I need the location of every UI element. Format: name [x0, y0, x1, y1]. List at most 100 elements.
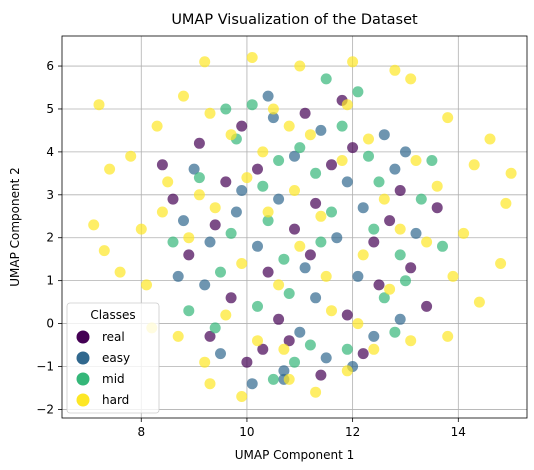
scatter-point-mid [378, 292, 390, 304]
scatter-point-hard [310, 386, 322, 398]
scatter-point-mid [426, 155, 438, 166]
scatter-point-easy [310, 292, 322, 304]
scatter-point-mid [352, 86, 364, 98]
scatter-point-easy [262, 90, 274, 102]
scatter-point-real [193, 137, 205, 149]
scatter-point-mid [183, 305, 195, 317]
scatter-point-easy [236, 185, 248, 196]
y-tick-label: 3 [46, 188, 54, 202]
scatter-point-mid [273, 155, 285, 166]
scatter-point-real [183, 249, 195, 261]
scatter-point-easy [368, 330, 380, 342]
scatter-point-real [257, 343, 269, 355]
scatter-point-real [368, 236, 380, 248]
scatter-point-hard [172, 330, 184, 342]
scatter-point-hard [257, 146, 269, 158]
scatter-point-easy [267, 112, 279, 124]
y-tick-label: −1 [36, 359, 54, 373]
scatter-point-mid [437, 240, 448, 252]
scatter-point-real [167, 193, 179, 205]
scatter-point-hard [468, 159, 480, 171]
scatter-point-easy [320, 352, 332, 364]
y-tick-label: −2 [36, 402, 54, 416]
scatter-point-real [220, 176, 232, 188]
scatter-point-mid [267, 373, 279, 385]
scatter-point-hard [495, 258, 507, 269]
scatter-point-hard [289, 185, 300, 196]
scatter-point-hard [384, 283, 396, 295]
plot-frame [61, 35, 528, 419]
scatter-point-hard [405, 73, 417, 85]
scatter-point-hard [500, 197, 512, 209]
scatter-point-easy [389, 163, 401, 175]
scatter-point-easy [378, 129, 390, 141]
scatter-point-hard [352, 318, 364, 330]
scatter-point-hard [347, 56, 359, 68]
scatter-point-hard [304, 129, 316, 141]
scatter-point-easy [357, 202, 369, 214]
scatter-point-hard [505, 167, 517, 179]
scatter-point-mid [315, 236, 327, 248]
scatter-point-hard [183, 232, 195, 244]
legend: Classes real easy mid hard [66, 302, 160, 414]
scatter-point-hard [236, 258, 248, 269]
scatter-point-hard [283, 120, 295, 132]
scatter-point-hard [283, 373, 295, 385]
scatter-point-easy [331, 232, 343, 244]
scatter-point-real [204, 330, 216, 342]
scatter-point-mid [225, 227, 237, 239]
scatter-point-hard [199, 56, 211, 68]
scatter-point-hard [431, 180, 443, 192]
scatter-point-easy [204, 236, 216, 248]
scatter-point-mid [283, 288, 295, 299]
scatter-point-hard [151, 120, 163, 132]
scatter-point-mid [415, 193, 427, 205]
legend-title: Classes [90, 308, 135, 322]
y-tick-label: 6 [46, 59, 54, 73]
scatter-point-easy [252, 240, 263, 252]
y-tick-label: 1 [46, 274, 54, 288]
scatter-point-mid [341, 343, 353, 355]
scatter-point-mid [252, 300, 263, 312]
scatter-point-hard [341, 99, 353, 111]
scatter-point-hard [389, 64, 401, 76]
legend-label-mid: mid [102, 372, 125, 386]
scatter-point-real [347, 142, 359, 154]
chart-title: UMAP Visualization of the Dataset [171, 12, 418, 28]
scatter-point-mid [304, 339, 316, 351]
scatter-point-real [373, 279, 385, 291]
scatter-point-easy [400, 146, 411, 158]
scatter-point-hard [315, 210, 327, 222]
scatter-point-hard [294, 240, 306, 252]
scatter-point-real [262, 266, 274, 278]
scatter-point-hard [421, 236, 433, 248]
scatter-point-easy [394, 313, 406, 325]
scatter-point-mid [310, 167, 322, 179]
scatter-point-mid [278, 253, 290, 265]
x-axis-label: UMAP Component 1 [235, 448, 355, 462]
scatter-point-hard [204, 378, 216, 390]
scatter-point-hard [104, 163, 116, 175]
scatter-point-hard [225, 129, 237, 141]
scatter-point-hard [442, 330, 454, 342]
scatter-point-mid [389, 326, 401, 338]
scatter-point-easy [230, 206, 242, 218]
scatter-point-hard [341, 365, 353, 377]
scatter-point-easy [341, 176, 353, 188]
scatter-point-real [384, 215, 396, 227]
scatter-point-easy [278, 365, 290, 377]
legend-box [66, 302, 160, 414]
scatter-point-hard [294, 60, 306, 72]
scatter-point-hard [241, 172, 253, 184]
scatter-point-real [304, 249, 316, 261]
scatter-points [88, 52, 517, 402]
scatter-point-mid [368, 223, 380, 235]
scatter-point-hard [135, 223, 147, 235]
y-tick-label: 4 [46, 145, 54, 159]
scatter-point-easy [188, 163, 200, 175]
y-tick-label: 2 [46, 231, 54, 245]
scatter-point-hard [114, 266, 126, 278]
scatter-point-real [299, 107, 311, 119]
legend-marker-hard [76, 393, 90, 407]
